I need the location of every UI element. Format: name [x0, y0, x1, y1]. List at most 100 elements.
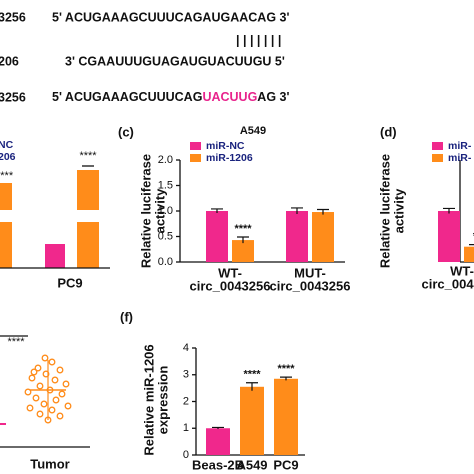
point — [34, 364, 42, 372]
y-tick-label: 1.0 — [158, 205, 173, 217]
bar — [0, 183, 12, 210]
legend-swatch — [190, 154, 201, 162]
bar — [312, 212, 334, 262]
error-bar — [317, 208, 329, 215]
x-tick-label: circ_0043256 — [270, 278, 351, 293]
legend-swatch — [432, 154, 443, 162]
point — [26, 404, 34, 412]
point — [56, 412, 64, 420]
sequence: 5' ACUGAAAGCUUUCAGUACUUGAG 3' — [52, 90, 289, 104]
x-label: Tumor — [30, 456, 69, 471]
chart-title: A549 — [240, 125, 266, 137]
sequence: 3' CGAAUUUGUAGAUGUACUUGU 5' — [65, 54, 285, 68]
bar — [286, 211, 308, 262]
y-label: expression — [155, 366, 170, 435]
y-label: activity — [152, 188, 167, 234]
x-label: PC9 — [57, 275, 82, 290]
x-tick-label: circ_0043256 — [190, 278, 271, 293]
legend-label: miR-1206 — [206, 152, 253, 164]
x-tick-label: Beas-2B — [192, 457, 244, 472]
legend-label: miR- — [448, 152, 472, 164]
y-label: Relative luciferase — [138, 154, 153, 268]
seq-mutation: UACUUG — [202, 90, 257, 104]
bar — [45, 244, 65, 268]
stars: **** — [234, 223, 252, 235]
x-tick-label: WT- — [218, 265, 242, 280]
stars: **** — [79, 150, 97, 162]
point — [58, 390, 66, 398]
point — [51, 376, 59, 384]
bar — [206, 211, 228, 262]
seq-label: 3256 — [0, 90, 26, 104]
stars: **** — [277, 363, 295, 375]
seq-part: AG 3' — [257, 90, 289, 104]
y-tick-label: 1.5 — [158, 179, 173, 191]
point — [56, 366, 64, 374]
point — [62, 380, 70, 388]
error-bar — [443, 207, 455, 214]
point — [42, 370, 50, 378]
point — [28, 374, 36, 382]
seq-part: 5' ACUGAAAGCUUUCAG — [52, 90, 202, 104]
y-tick-label: 3 — [183, 369, 189, 381]
pairing: | | | | | | | — [236, 33, 281, 47]
bar — [77, 222, 99, 268]
x-tick-label: PC9 — [273, 457, 298, 472]
y-tick-label: 4 — [183, 342, 189, 354]
point — [40, 400, 48, 408]
x-tick-label: MUT- — [294, 265, 326, 280]
y-tick-label: 2 — [183, 395, 189, 407]
legend-label: miR-NC — [206, 140, 245, 152]
seq-label: 206 — [0, 54, 19, 68]
point — [41, 354, 49, 362]
y-label: Relative luciferase — [377, 154, 392, 268]
error-bar — [211, 208, 223, 214]
legend-label: miR- — [448, 140, 472, 152]
point — [36, 382, 44, 390]
point — [32, 394, 40, 402]
panel-label: (d) — [380, 124, 397, 139]
point — [64, 402, 72, 410]
point — [30, 368, 38, 376]
stars: * — [473, 231, 474, 243]
y-tick-label: 2.0 — [158, 154, 173, 166]
x-tick-label: A549 — [236, 457, 267, 472]
stars: **** — [7, 336, 25, 348]
error-bar — [246, 382, 258, 391]
bar — [240, 386, 264, 455]
y-tick-label: 0 — [183, 449, 189, 461]
stars: **** — [243, 369, 261, 381]
error-bar — [237, 236, 249, 244]
point — [36, 410, 44, 418]
panel-label: (f) — [120, 309, 133, 324]
bar — [0, 222, 12, 268]
y-tick-label: 1 — [183, 422, 189, 434]
y-tick-label: 0.5 — [158, 230, 173, 242]
point — [48, 406, 56, 414]
point — [24, 388, 32, 396]
bar — [438, 211, 460, 262]
bar — [206, 428, 230, 455]
point — [48, 358, 56, 366]
error-bar — [212, 426, 224, 430]
stars: **** — [0, 170, 14, 182]
y-label: activity — [391, 188, 406, 234]
seq-label: 3256 — [0, 10, 26, 24]
x-tick-label: circ_0043256 — [422, 276, 474, 291]
error-bar — [280, 376, 292, 381]
point — [52, 396, 60, 404]
error-bar — [291, 207, 303, 215]
bar — [77, 170, 99, 210]
x-tick-label: WT- — [450, 263, 474, 278]
y-tick-label: 0.0 — [158, 256, 173, 268]
bar — [274, 378, 298, 455]
legend-swatch — [190, 142, 201, 150]
bar — [232, 240, 254, 262]
sequence: 5' ACUGAAAGCUUUCAGAUGAACAG 3' — [52, 10, 289, 24]
legend-swatch — [432, 142, 443, 150]
bar — [464, 246, 474, 262]
legend-label: 206 — [0, 151, 16, 163]
panel-label: (c) — [118, 124, 134, 139]
error-bar — [469, 244, 474, 246]
y-label: Relative miR-1206 — [141, 344, 156, 455]
